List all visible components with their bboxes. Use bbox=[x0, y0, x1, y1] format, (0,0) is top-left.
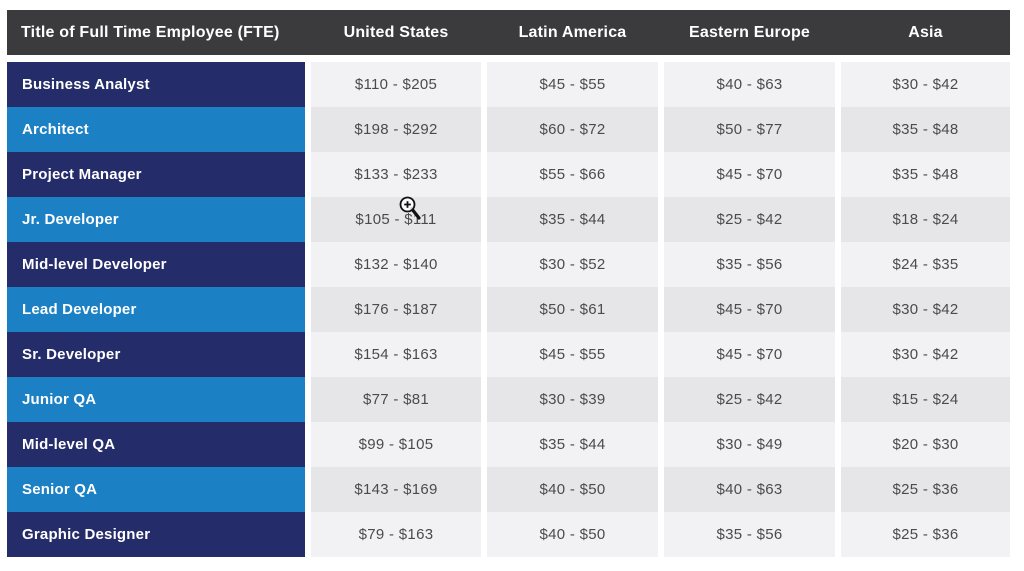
rate-cell-latin-america: $45 - $55 bbox=[487, 62, 658, 107]
rate-cell-asia: $30 - $42 bbox=[841, 62, 1010, 107]
rate-cell-latin-america: $45 - $55 bbox=[487, 332, 658, 377]
rate-cell-united-states: $133 - $233 bbox=[311, 152, 481, 197]
table-row: Graphic Designer $79 - $163 $40 - $50 $3… bbox=[7, 512, 1010, 557]
row-label: Mid-level QA bbox=[7, 422, 305, 467]
rate-cell-united-states: $132 - $140 bbox=[311, 242, 481, 287]
table-row: Junior QA $77 - $81 $30 - $39 $25 - $42 … bbox=[7, 377, 1010, 422]
rate-cell-asia: $25 - $36 bbox=[841, 512, 1010, 557]
table-row: Mid-level Developer $132 - $140 $30 - $5… bbox=[7, 242, 1010, 287]
row-label: Project Manager bbox=[7, 152, 305, 197]
row-label: Sr. Developer bbox=[7, 332, 305, 377]
row-label: Lead Developer bbox=[7, 287, 305, 332]
rate-cell-latin-america: $35 - $44 bbox=[487, 422, 658, 467]
row-label: Architect bbox=[7, 107, 305, 152]
row-label: Senior QA bbox=[7, 467, 305, 512]
header-cell-eastern-europe: Eastern Europe bbox=[688, 23, 811, 41]
rate-cell-united-states: $99 - $105 bbox=[311, 422, 481, 467]
rate-cell-asia: $35 - $48 bbox=[841, 152, 1010, 197]
table-row: Sr. Developer $154 - $163 $45 - $55 $45 … bbox=[7, 332, 1010, 377]
rate-cell-latin-america: $60 - $72 bbox=[487, 107, 658, 152]
rate-cell-latin-america: $35 - $44 bbox=[487, 197, 658, 242]
rate-cell-eastern-europe: $50 - $77 bbox=[664, 107, 835, 152]
header-cell-latin-america: Latin America bbox=[518, 23, 627, 41]
rate-cell-united-states: $79 - $163 bbox=[311, 512, 481, 557]
header-cell-asia: Asia bbox=[908, 23, 943, 41]
table-header-row: Title of Full Time Employee (FTE) United… bbox=[7, 10, 1010, 55]
table-row: Business Analyst $110 - $205 $45 - $55 $… bbox=[7, 62, 1010, 107]
rate-cell-eastern-europe: $40 - $63 bbox=[664, 62, 835, 107]
header-cell-united-states: United States bbox=[343, 23, 449, 41]
table-row: Senior QA $143 - $169 $40 - $50 $40 - $6… bbox=[7, 467, 1010, 512]
rate-cell-asia: $20 - $30 bbox=[841, 422, 1010, 467]
header-cell-title: Title of Full Time Employee (FTE) bbox=[21, 23, 280, 41]
rate-cell-united-states: $105 - $111 bbox=[311, 197, 481, 242]
rate-cell-eastern-europe: $25 - $42 bbox=[664, 377, 835, 422]
rate-cell-eastern-europe: $45 - $70 bbox=[664, 152, 835, 197]
rate-cell-united-states: $77 - $81 bbox=[311, 377, 481, 422]
rate-cell-latin-america: $55 - $66 bbox=[487, 152, 658, 197]
row-label: Junior QA bbox=[7, 377, 305, 422]
rate-cell-asia: $30 - $42 bbox=[841, 332, 1010, 377]
rate-cell-eastern-europe: $35 - $56 bbox=[664, 242, 835, 287]
rate-cell-eastern-europe: $45 - $70 bbox=[664, 287, 835, 332]
row-label: Graphic Designer bbox=[7, 512, 305, 557]
rate-cell-latin-america: $40 - $50 bbox=[487, 467, 658, 512]
rate-cell-asia: $15 - $24 bbox=[841, 377, 1010, 422]
rate-cell-asia: $18 - $24 bbox=[841, 197, 1010, 242]
table-row: Architect $198 - $292 $60 - $72 $50 - $7… bbox=[7, 107, 1010, 152]
rate-cell-latin-america: $50 - $61 bbox=[487, 287, 658, 332]
row-label: Business Analyst bbox=[7, 62, 305, 107]
rate-cell-asia: $25 - $36 bbox=[841, 467, 1010, 512]
rate-cell-latin-america: $30 - $39 bbox=[487, 377, 658, 422]
rate-cell-asia: $35 - $48 bbox=[841, 107, 1010, 152]
row-label: Jr. Developer bbox=[7, 197, 305, 242]
row-label: Mid-level Developer bbox=[7, 242, 305, 287]
rate-cell-united-states: $143 - $169 bbox=[311, 467, 481, 512]
rate-cell-united-states: $198 - $292 bbox=[311, 107, 481, 152]
rate-cell-asia: $24 - $35 bbox=[841, 242, 1010, 287]
rate-cell-eastern-europe: $30 - $49 bbox=[664, 422, 835, 467]
rate-cell-latin-america: $30 - $52 bbox=[487, 242, 658, 287]
table-row: Mid-level QA $99 - $105 $35 - $44 $30 - … bbox=[7, 422, 1010, 467]
rate-cell-eastern-europe: $25 - $42 bbox=[664, 197, 835, 242]
table-row: Lead Developer $176 - $187 $50 - $61 $45… bbox=[7, 287, 1010, 332]
rate-cell-latin-america: $40 - $50 bbox=[487, 512, 658, 557]
rate-cell-eastern-europe: $40 - $63 bbox=[664, 467, 835, 512]
rates-table: Title of Full Time Employee (FTE) United… bbox=[7, 10, 1010, 557]
rate-cell-eastern-europe: $45 - $70 bbox=[664, 332, 835, 377]
rate-cell-united-states: $154 - $163 bbox=[311, 332, 481, 377]
rate-cell-asia: $30 - $42 bbox=[841, 287, 1010, 332]
table-row: Jr. Developer $105 - $111 $35 - $44 $25 … bbox=[7, 197, 1010, 242]
rate-cell-eastern-europe: $35 - $56 bbox=[664, 512, 835, 557]
table-row: Project Manager $133 - $233 $55 - $66 $4… bbox=[7, 152, 1010, 197]
rate-cell-united-states: $176 - $187 bbox=[311, 287, 481, 332]
rate-cell-united-states: $110 - $205 bbox=[311, 62, 481, 107]
